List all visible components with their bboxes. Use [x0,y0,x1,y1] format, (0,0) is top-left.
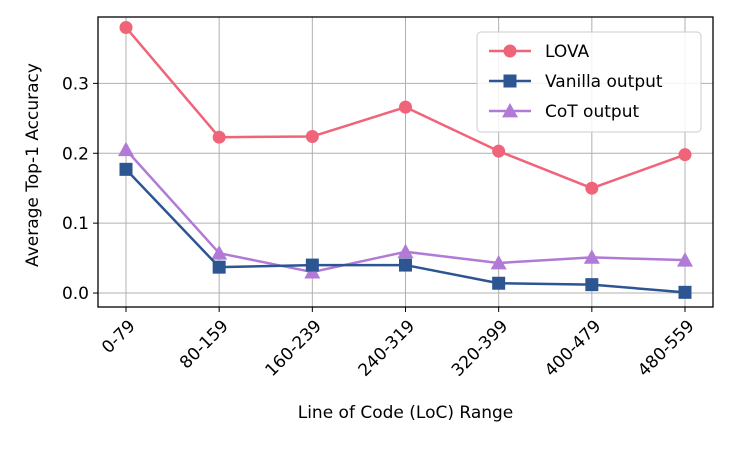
data-point [119,20,133,34]
legend-label: CoT output [545,102,639,122]
data-point [212,260,226,274]
data-point [677,252,693,267]
x-tick-label: 160-239 [262,316,326,380]
y-tick-label: 0.0 [62,284,89,304]
legend-item: LOVA [489,42,589,62]
data-point [585,181,599,195]
data-point [399,100,412,114]
y-tick-label: 0.1 [62,214,89,234]
series-cot-output [118,141,693,279]
x-tick-label: 400-479 [541,316,605,380]
x-tick-label: 80-159 [176,316,233,373]
legend-marker [502,103,518,118]
legend-item: Vanilla output [489,72,663,92]
series-lova [119,20,692,195]
data-point [211,245,228,260]
data-point [583,249,600,264]
series-vanilla-output [119,162,692,299]
x-tick-label: 480-559 [634,316,698,380]
x-tick-label: 0-79 [98,316,139,357]
y-tick-label: 0.2 [62,144,89,164]
x-axis-label: Line of Code (LoC) Range [298,403,514,423]
x-tick-label: 240-319 [355,316,419,380]
data-point [399,258,412,272]
legend-marker [503,44,517,58]
data-point [492,144,506,158]
data-point [118,141,134,157]
data-point [585,278,599,292]
data-point [119,162,133,176]
y-tick-label: 0.3 [62,74,89,94]
data-point [305,129,319,143]
legend-marker [503,74,517,88]
legend-item: CoT output [489,102,639,122]
data-point [305,258,319,272]
data-point [212,130,226,144]
data-point [397,243,414,259]
legend-box [476,31,702,133]
legend-label: Vanilla output [545,72,663,92]
data-point [490,254,507,270]
data-point [492,276,506,290]
legend: LOVA Vanilla output CoT output [476,31,702,133]
x-tick-label: 320-399 [448,316,512,380]
legend-label: LOVA [545,42,589,62]
series-layer [118,20,693,299]
y-axis-label: Average Top-1 Accuracy [23,63,43,267]
data-point [678,148,692,162]
data-point [678,285,692,299]
